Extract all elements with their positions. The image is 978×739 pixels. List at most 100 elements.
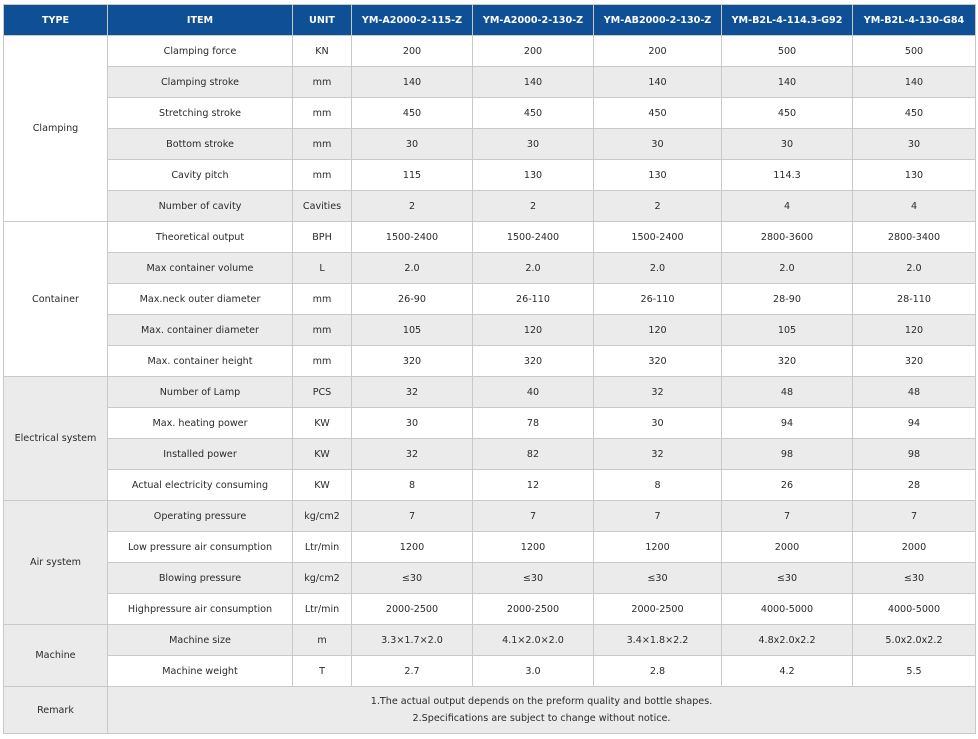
row-unit: mm: [292, 345, 352, 377]
row-value: 5.0x2.0x2.2: [852, 624, 976, 656]
header-unit: UNIT: [292, 4, 352, 36]
row-item: Max. container diameter: [107, 314, 293, 346]
row-item: Actual electricity consuming: [107, 469, 293, 501]
table-row: Max container volume L 2.0 2.0 2.0 2.0 2…: [4, 252, 976, 284]
group-air-system: Air system: [3, 500, 108, 625]
row-value: 320: [472, 345, 594, 377]
row-value: 120: [593, 314, 722, 346]
row-value: 130: [593, 159, 722, 191]
row-value: 26-90: [351, 283, 473, 315]
row-unit: L: [292, 252, 352, 284]
table-row: Stretching stroke mm 450 450 450 450 450: [4, 97, 976, 129]
row-unit: KW: [292, 407, 352, 439]
row-value: 200: [593, 35, 722, 67]
row-value: 2800-3400: [852, 221, 976, 253]
row-value: 78: [472, 407, 594, 439]
row-item: Operating pressure: [107, 500, 293, 532]
row-unit: kg/cm2: [292, 500, 352, 532]
row-value: 2.7: [351, 655, 473, 687]
row-value: 40: [472, 376, 594, 408]
row-value: 120: [852, 314, 976, 346]
row-unit: BPH: [292, 221, 352, 253]
row-value: 200: [351, 35, 473, 67]
row-unit: KW: [292, 469, 352, 501]
row-value: 7: [852, 500, 976, 532]
specification-table: TYPE ITEM UNIT YM-A2000-2-115-Z YM-A2000…: [3, 4, 976, 734]
row-value: 500: [852, 35, 976, 67]
row-item: Max.neck outer diameter: [107, 283, 293, 315]
table-row: Machine Machine size m 3.3×1.7×2.0 4.1×2…: [3, 624, 976, 687]
row-value: 320: [852, 345, 976, 377]
row-value: 2: [351, 190, 473, 222]
row-item: Theoretical output: [107, 221, 293, 253]
remark-row: Remark 1.The actual output depends on th…: [3, 686, 976, 734]
row-value: 450: [852, 97, 976, 129]
row-value: 3.3×1.7×2.0: [351, 624, 473, 656]
row-value: 1200: [351, 531, 473, 563]
row-value: 1500-2400: [472, 221, 594, 253]
row-value: 94: [852, 407, 976, 439]
table-row: Number of cavity Cavities 2 2 2 4 4: [4, 190, 976, 222]
table-row: Container Theoretical output BPH 1500-24…: [3, 221, 976, 377]
row-value: 450: [593, 97, 722, 129]
row-unit: Ltr/min: [292, 531, 352, 563]
row-item: Machine size: [107, 624, 293, 656]
row-value: 2.0: [472, 252, 594, 284]
header-model-4: YM-B2L-4-114.3-G92: [721, 4, 853, 36]
group-container: Container: [3, 221, 108, 377]
header-row: TYPE ITEM UNIT YM-A2000-2-115-Z YM-A2000…: [3, 4, 976, 36]
row-unit: PCS: [292, 376, 352, 408]
remark-label: Remark: [3, 686, 108, 734]
row-value: 4.2: [721, 655, 853, 687]
row-value: 7: [593, 500, 722, 532]
row-value: 3.4×1.8×2.2: [593, 624, 722, 656]
row-value: 32: [351, 438, 473, 470]
row-value: 26-110: [472, 283, 594, 315]
remark-line-1: 1.The actual output depends on the prefo…: [370, 696, 713, 707]
row-item: Number of cavity: [107, 190, 293, 222]
row-value: 26: [721, 469, 853, 501]
row-value: 320: [351, 345, 473, 377]
row-value: 30: [351, 407, 473, 439]
row-value: 32: [351, 376, 473, 408]
row-value: 140: [852, 66, 976, 98]
row-value: 130: [852, 159, 976, 191]
row-value: 28: [852, 469, 976, 501]
row-item: Installed power: [107, 438, 293, 470]
row-value: 105: [351, 314, 473, 346]
row-value: 28-90: [721, 283, 853, 315]
row-unit: m: [292, 624, 352, 656]
row-value: 1500-2400: [593, 221, 722, 253]
row-value: 105: [721, 314, 853, 346]
row-item: Blowing pressure: [107, 562, 293, 594]
header-model-5: YM-B2L-4-130-G84: [852, 4, 976, 36]
row-value: ≤30: [721, 562, 853, 594]
row-value: 28-110: [852, 283, 976, 315]
group-clamping: Clamping: [3, 35, 108, 222]
header-model-2: YM-A2000-2-130-Z: [472, 4, 594, 36]
row-value: 8: [593, 469, 722, 501]
row-unit: kg/cm2: [292, 562, 352, 594]
row-value: 2.8: [593, 655, 722, 687]
row-value: 4.1×2.0×2.0: [472, 624, 594, 656]
row-unit: mm: [292, 283, 352, 315]
group-machine: Machine: [3, 624, 108, 687]
table-row: Clamping stroke mm 140 140 140 140 140: [4, 66, 976, 98]
row-unit: KW: [292, 438, 352, 470]
row-value: 7: [721, 500, 853, 532]
row-value: 98: [852, 438, 976, 470]
table-row: Low pressure air consumption Ltr/min 120…: [4, 531, 976, 563]
row-value: 30: [593, 128, 722, 160]
table-row: Air system Operating pressure kg/cm2 7 7…: [3, 500, 976, 625]
row-item: Highpressure air consumption: [107, 593, 293, 625]
table-row: Bottom stroke mm 30 30 30 30 30: [4, 128, 976, 160]
table-row: Max. container height mm 320 320 320 320…: [4, 345, 976, 377]
table-row: Electrical system Number of Lamp PCS 32 …: [3, 376, 976, 501]
row-value: 48: [721, 376, 853, 408]
row-value: 320: [721, 345, 853, 377]
row-value: 7: [351, 500, 473, 532]
row-value: 450: [351, 97, 473, 129]
row-value: 450: [472, 97, 594, 129]
row-value: 2000-2500: [351, 593, 473, 625]
row-value: ≤30: [593, 562, 722, 594]
